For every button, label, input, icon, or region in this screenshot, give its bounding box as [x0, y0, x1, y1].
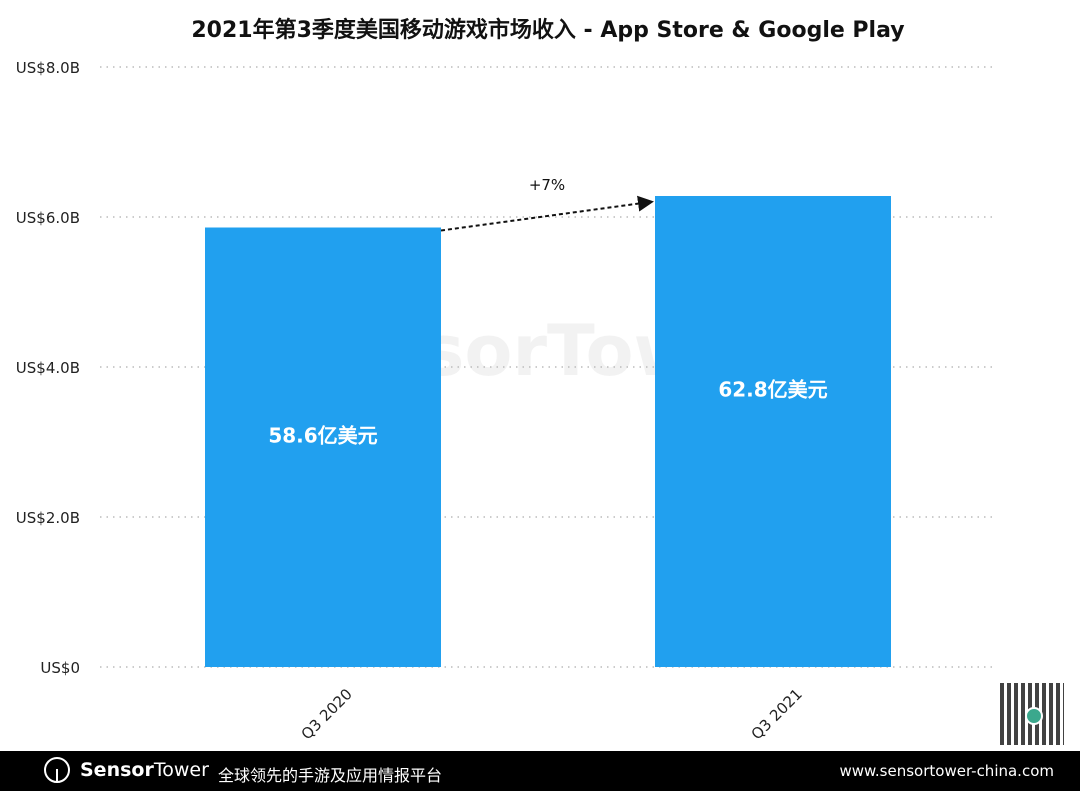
chart-title: 2021年第3季度美国移动游戏市场收入 - App Store & Google… [191, 18, 905, 43]
brand-bold: Sensor [80, 759, 154, 781]
bar-data-label: 62.8亿美元 [718, 378, 827, 402]
y-tick-label: US$6.0B [16, 209, 80, 227]
brand-light: Tower [153, 759, 209, 781]
sensortower-logo-icon [44, 757, 70, 783]
bar [205, 227, 441, 667]
footer-slogan: 全球领先的手游及应用情报平台 [218, 766, 443, 785]
y-tick-label: US$0 [40, 659, 80, 677]
growth-arrow [440, 195, 654, 232]
footer-brand: SensorTower [80, 759, 209, 781]
chart-canvas: US$0 US$2.0B US$4.0B US$6.0B US$8.0B 58.6亿美元 Q… [16, 59, 995, 743]
x-tick-label: Q3 2020 [298, 685, 356, 743]
bar [655, 196, 891, 667]
y-tick-label: US$8.0B [16, 59, 80, 77]
bar-data-label: 58.6亿美元 [268, 423, 377, 447]
x-tick-label: Q3 2021 [748, 685, 806, 743]
footer-url[interactable]: www.sensortower-china.com [839, 762, 1054, 780]
footer-bar: SensorTower 全球领先的手游及应用情报平台 www.sensortow… [0, 751, 1080, 791]
y-tick-label: US$2.0B [16, 509, 80, 527]
qr-code [1000, 683, 1064, 745]
growth-annotation: +7% [529, 176, 565, 194]
y-tick-label: US$4.0B [16, 359, 80, 377]
